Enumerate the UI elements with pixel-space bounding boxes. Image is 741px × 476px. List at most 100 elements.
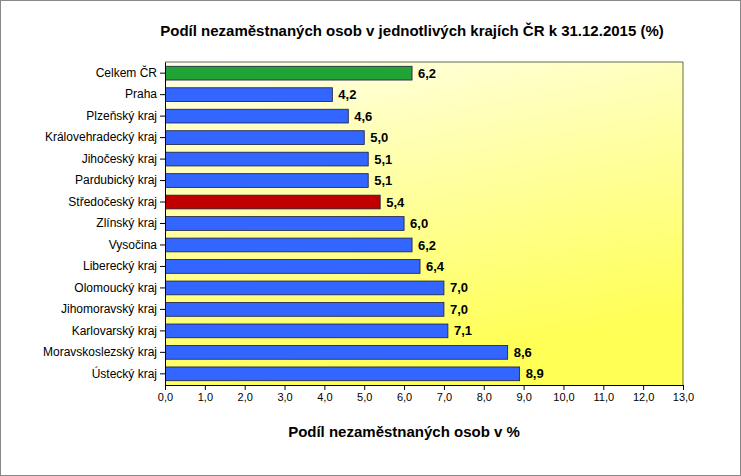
- data-label: 5,4: [386, 195, 405, 210]
- y-tick-label: Moravskoslezský kraj: [43, 345, 157, 359]
- bar: [165, 303, 444, 317]
- y-tick-mark: [160, 244, 165, 245]
- bar: [165, 324, 448, 338]
- bar: [165, 367, 520, 381]
- y-tick-mark: [160, 330, 165, 331]
- y-axis-line: [165, 63, 166, 386]
- x-axis-title: Podíl nezaměstnaných osob v %: [288, 423, 520, 440]
- x-tick-mark: [563, 385, 564, 390]
- y-tick-mark: [160, 137, 165, 138]
- x-tick-mark: [324, 385, 325, 390]
- data-label: 4,6: [354, 109, 372, 124]
- y-tick: Olomoucký kraj: [74, 281, 165, 295]
- y-tick-mark: [160, 202, 165, 203]
- y-tick: Jihočeský kraj: [82, 152, 165, 166]
- x-tick-mark: [444, 385, 445, 390]
- x-tick: 8,0: [477, 385, 492, 403]
- x-tick-mark: [205, 385, 206, 390]
- x-tick: 10,0: [553, 385, 574, 403]
- x-tick: 3,0: [277, 385, 292, 403]
- data-label: 6,2: [418, 238, 436, 253]
- x-tick-label: 10,0: [553, 391, 574, 403]
- y-tick-label: Zlínský kraj: [96, 216, 157, 230]
- data-label: 7,0: [450, 302, 468, 317]
- x-tick: 1,0: [198, 385, 213, 403]
- data-label: 4,2: [338, 87, 356, 102]
- y-tick: Celkem ČR: [96, 65, 165, 80]
- x-tick-label: 5,0: [357, 391, 372, 403]
- x-tick-mark: [683, 385, 684, 390]
- bar: [165, 217, 404, 231]
- data-label: 8,6: [514, 345, 532, 360]
- bar: [165, 260, 420, 274]
- data-label: 7,0: [450, 280, 468, 295]
- y-tick: Ústecký kraj: [92, 366, 165, 381]
- x-tick: 0,0: [158, 385, 173, 403]
- y-tick: Praha: [125, 87, 165, 101]
- x-tick-label: 3,0: [277, 391, 292, 403]
- y-tick-mark: [160, 352, 165, 353]
- data-label: 7,1: [454, 323, 472, 338]
- x-tick-mark: [524, 385, 525, 390]
- y-tick: Vysočina: [109, 238, 165, 252]
- bar: [165, 195, 380, 209]
- x-tick-label: 6,0: [397, 391, 412, 403]
- x-tick-mark: [364, 385, 365, 390]
- y-tick-label: Jihomoravský kraj: [61, 302, 157, 316]
- y-tick-label: Ústecký kraj: [92, 366, 157, 381]
- x-tick: 6,0: [397, 385, 412, 403]
- x-tick-mark: [165, 385, 166, 390]
- bar: [165, 131, 364, 145]
- y-tick-label: Vysočina: [109, 238, 158, 252]
- bar: [165, 238, 412, 252]
- x-tick-label: 4,0: [317, 391, 332, 403]
- x-tick-mark: [404, 385, 405, 390]
- y-tick-label: Středočeský kraj: [68, 195, 157, 209]
- data-label: 6,2: [418, 66, 436, 81]
- data-label: 5,1: [374, 152, 392, 167]
- y-tick-mark: [160, 223, 165, 224]
- data-label: 8,9: [526, 366, 544, 381]
- data-label: 6,0: [410, 216, 428, 231]
- x-tick-mark: [484, 385, 485, 390]
- x-tick-label: 7,0: [437, 391, 452, 403]
- x-tick: 13,0: [673, 385, 694, 403]
- y-tick-mark: [160, 94, 165, 95]
- x-axis: 0,0 1,0 2,0 3,0 4,0 5,0 6,0 7,0 8,0 9,0 10,0 11,0 12…: [158, 385, 694, 403]
- x-tick-mark: [285, 385, 286, 390]
- x-axis-line: [166, 385, 684, 386]
- x-tick: 5,0: [357, 385, 372, 403]
- bar: [165, 88, 332, 102]
- x-tick: 9,0: [516, 385, 531, 403]
- x-tick: 2,0: [238, 385, 253, 403]
- title: Podíl nezaměstnaných osob v jednotlivých…: [160, 22, 664, 39]
- plot: 6,24,24,65,05,15,15,46,06,26,47,07,07,18…: [43, 62, 694, 403]
- y-tick-label: Liberecký kraj: [83, 259, 157, 273]
- plot-background: [165, 62, 683, 385]
- y-tick-label: Královehradecký kraj: [45, 130, 157, 144]
- y-tick-label: Plzeňský kraj: [86, 109, 157, 123]
- y-tick-label: Jihočeský kraj: [82, 152, 157, 166]
- y-tick: Zlínský kraj: [96, 216, 165, 230]
- x-tick-label: 1,0: [198, 391, 213, 403]
- x-tick-label: 12,0: [633, 391, 654, 403]
- y-tick-label: Pardubický kraj: [75, 173, 157, 187]
- y-tick: Moravskoslezský kraj: [43, 345, 165, 359]
- bar: [165, 152, 368, 166]
- bar: [165, 281, 444, 295]
- y-tick-label: Celkem ČR: [96, 65, 158, 80]
- x-tick-label: 13,0: [673, 391, 694, 403]
- y-tick-mark: [160, 287, 165, 288]
- y-tick: Jihomoravský kraj: [61, 302, 165, 316]
- y-axis: Celkem ČR Praha Plzeňský kraj Královehradec…: [43, 63, 166, 386]
- y-tick-mark: [160, 309, 165, 310]
- y-tick: Královehradecký kraj: [45, 130, 165, 144]
- bar: [165, 109, 348, 123]
- x-tick-label: 11,0: [594, 391, 615, 403]
- y-tick: Liberecký kraj: [83, 259, 165, 273]
- x-tick: 4,0: [317, 385, 332, 403]
- y-tick-mark: [160, 373, 165, 374]
- y-tick-mark: [160, 266, 165, 267]
- x-tick-mark: [643, 385, 644, 390]
- chart: Podíl nezaměstnaných osob v jednotlivých…: [0, 0, 741, 476]
